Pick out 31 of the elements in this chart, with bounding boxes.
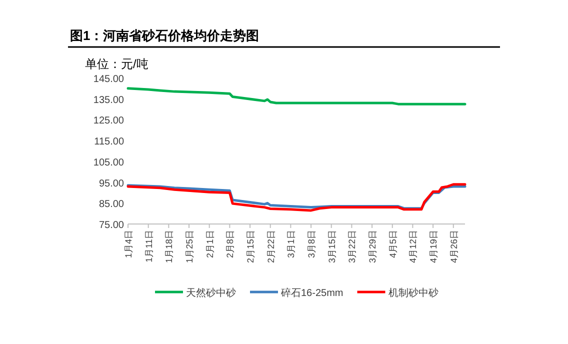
y-tick-label: 115.00 <box>94 136 124 148</box>
y-tick-label: 105.00 <box>93 157 124 168</box>
x-tick-label: 4月26日 <box>448 230 459 264</box>
y-axis-title: 单位：元/吨 <box>85 57 148 71</box>
x-tick-label: 2月8日 <box>225 230 236 258</box>
x-tick-label: 3月15日 <box>326 230 337 264</box>
x-tick-label: 3月29日 <box>368 230 378 264</box>
legend-label: 碎石16-25mm <box>280 287 344 299</box>
legend-label: 天然砂中砂 <box>186 287 236 299</box>
line-series <box>126 87 466 106</box>
legend-label: 机制砂中砂 <box>388 287 438 299</box>
y-tick-label: 75.00 <box>98 220 124 231</box>
x-tick-label: 4月19日 <box>428 230 439 264</box>
y-tick-label: 145.00 <box>93 74 124 85</box>
x-tick-label: 2月22日 <box>266 230 276 264</box>
x-tick-label: 2月15日 <box>246 230 256 264</box>
x-tick-label: 1月25日 <box>184 230 195 264</box>
y-tick-label: 135.00 <box>93 94 124 106</box>
x-tick-label: 1月18日 <box>164 230 174 264</box>
x-tick-label: 2月1日 <box>204 230 215 258</box>
x-tick-label: 4月12日 <box>408 230 418 264</box>
x-tick-label: 3月1日 <box>286 230 296 258</box>
x-tick-label: 4月5日 <box>388 230 398 258</box>
y-tick-label: 85.00 <box>98 199 124 210</box>
x-tick-label: 1月4日 <box>124 230 134 258</box>
chart-title: 图1：河南省砂石价格均价走势图 <box>70 28 260 43</box>
x-tick-label: 3月22日 <box>347 230 358 264</box>
y-tick-label: 125.00 <box>93 116 124 127</box>
y-tick-label: 95.00 <box>98 178 124 190</box>
x-tick-label: 3月8日 <box>306 230 317 258</box>
x-tick-label: 1月11日 <box>144 230 154 262</box>
